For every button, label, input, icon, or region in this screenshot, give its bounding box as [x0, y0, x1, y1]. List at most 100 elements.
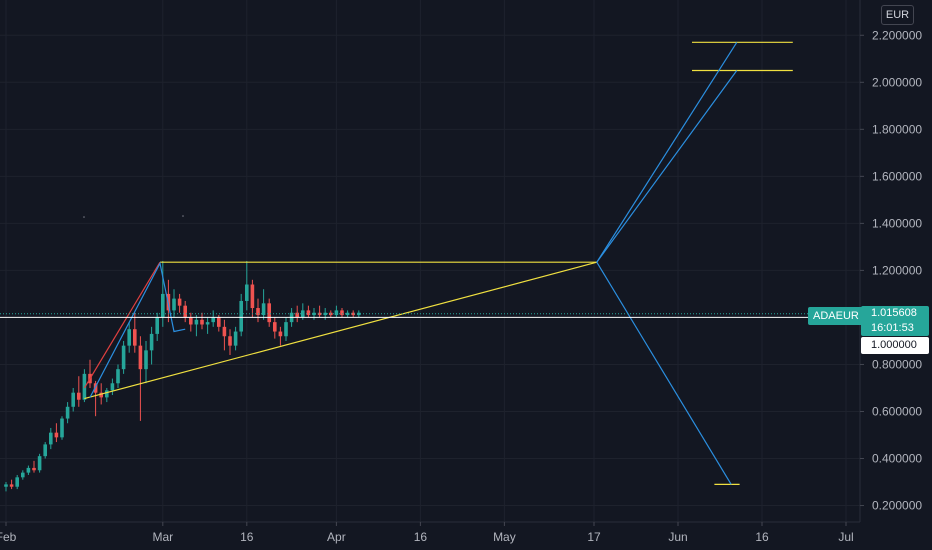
candle-body [334, 310, 339, 316]
candle-body [4, 484, 8, 487]
x-tick-label: Apr [327, 530, 346, 544]
candle-body [194, 319, 199, 325]
candle-body [306, 310, 311, 316]
candle-body [183, 305, 187, 318]
projection-up-line-2[interactable] [596, 70, 738, 263]
candle-body [211, 317, 215, 323]
y-tick-label: 2.000000 [872, 75, 922, 89]
y-tick-label: 1.400000 [872, 216, 922, 230]
candle-body [222, 326, 227, 337]
stray-mark [83, 216, 85, 218]
candle-body [250, 284, 255, 309]
candle-body [177, 298, 182, 306]
y-tick-label: 1.200000 [872, 263, 922, 277]
candle-body [312, 312, 316, 316]
bar-countdown: 16:01:53 [871, 322, 914, 334]
symbol-tag: ADAEUR [808, 307, 864, 325]
x-tick-label: 16 [240, 530, 254, 544]
candle-body [323, 312, 327, 316]
candle-body [295, 312, 299, 318]
candle-body [144, 350, 148, 370]
candle-body [32, 467, 36, 471]
candle-body [357, 312, 361, 316]
candle-body [205, 322, 210, 325]
y-tick-label: 0.800000 [872, 357, 922, 371]
triangle-bottom-line[interactable] [84, 261, 597, 400]
candle-body [256, 308, 260, 316]
candle-body [301, 310, 305, 318]
candle-body [77, 392, 81, 400]
candle-body [351, 312, 355, 316]
price-axis[interactable]: 2.200000 2.000000 1.800000 1.600000 1.400000… [860, 28, 922, 513]
x-tick-label: 16 [414, 530, 428, 544]
projection-down-line[interactable] [596, 261, 732, 485]
candle-body [21, 472, 25, 478]
level-price-tag: 1.000000 [861, 337, 929, 354]
candle-body [340, 310, 344, 316]
currency-label[interactable]: EUR [881, 5, 914, 25]
last-price-tag: 1.015608 16:01:53 [861, 306, 929, 336]
y-tick-label: 1.800000 [872, 122, 922, 136]
projection-up-line-1[interactable] [596, 41, 738, 263]
candle-body [273, 322, 277, 332]
candle-body [127, 329, 131, 346]
x-tick-label: Jul [838, 530, 853, 544]
x-tick-label: 17 [587, 530, 601, 544]
candle-body [15, 477, 19, 487]
candle-layer [4, 261, 361, 492]
candle-body [239, 300, 243, 332]
candle-body [99, 392, 103, 398]
candle-body [121, 345, 126, 370]
candle-body [65, 406, 70, 419]
candle-body [110, 383, 115, 391]
candle-body [9, 484, 14, 487]
candle-body [105, 390, 109, 398]
y-tick-label: 0.200000 [872, 499, 922, 513]
price-line-layer [0, 313, 860, 318]
candle-body [37, 456, 42, 471]
y-tick-label: 1.600000 [872, 169, 922, 183]
candle-body [189, 317, 193, 325]
candle-body [155, 317, 159, 334]
impulse-red-line[interactable] [83, 261, 161, 389]
x-tick-label: Jun [668, 530, 687, 544]
y-tick-label: 0.600000 [872, 404, 922, 418]
candle-body [60, 418, 64, 438]
candle-body [54, 432, 59, 438]
candle-body [345, 312, 350, 316]
candle-body [149, 333, 154, 351]
x-tick-label: Feb [0, 530, 17, 544]
x-tick-label: May [493, 530, 516, 544]
candle-body [228, 336, 232, 346]
candle-body [233, 331, 238, 346]
impulse-blue-line[interactable] [89, 261, 186, 398]
time-axis[interactable]: Feb Mar 16 Apr 16 May 17 Jun 16 Jul [0, 522, 854, 544]
candle-body [116, 369, 120, 384]
candle-body [71, 392, 75, 407]
candle-body [133, 329, 137, 346]
candle-body [245, 284, 249, 301]
candle-body [317, 312, 322, 316]
candle-body [267, 303, 271, 323]
drawing-layer[interactable] [83, 41, 793, 485]
y-tick-label: 0.400000 [872, 452, 922, 466]
candle-body [261, 303, 266, 316]
x-tick-label: Mar [152, 530, 173, 544]
candle-body [26, 467, 31, 473]
candle-body [49, 432, 53, 445]
candle-body [200, 319, 204, 325]
candle-body [284, 322, 288, 337]
last-price-value: 1.015608 [871, 307, 917, 319]
candle-body [82, 373, 87, 400]
candle-body [138, 345, 143, 370]
candle-body [172, 298, 176, 311]
candle-body [43, 444, 47, 457]
stray-mark [182, 215, 184, 217]
x-tick-label: 16 [755, 530, 769, 544]
y-tick-label: 2.200000 [872, 28, 922, 42]
candle-body [161, 293, 165, 318]
candle-body [278, 331, 283, 337]
candle-body [217, 317, 221, 327]
